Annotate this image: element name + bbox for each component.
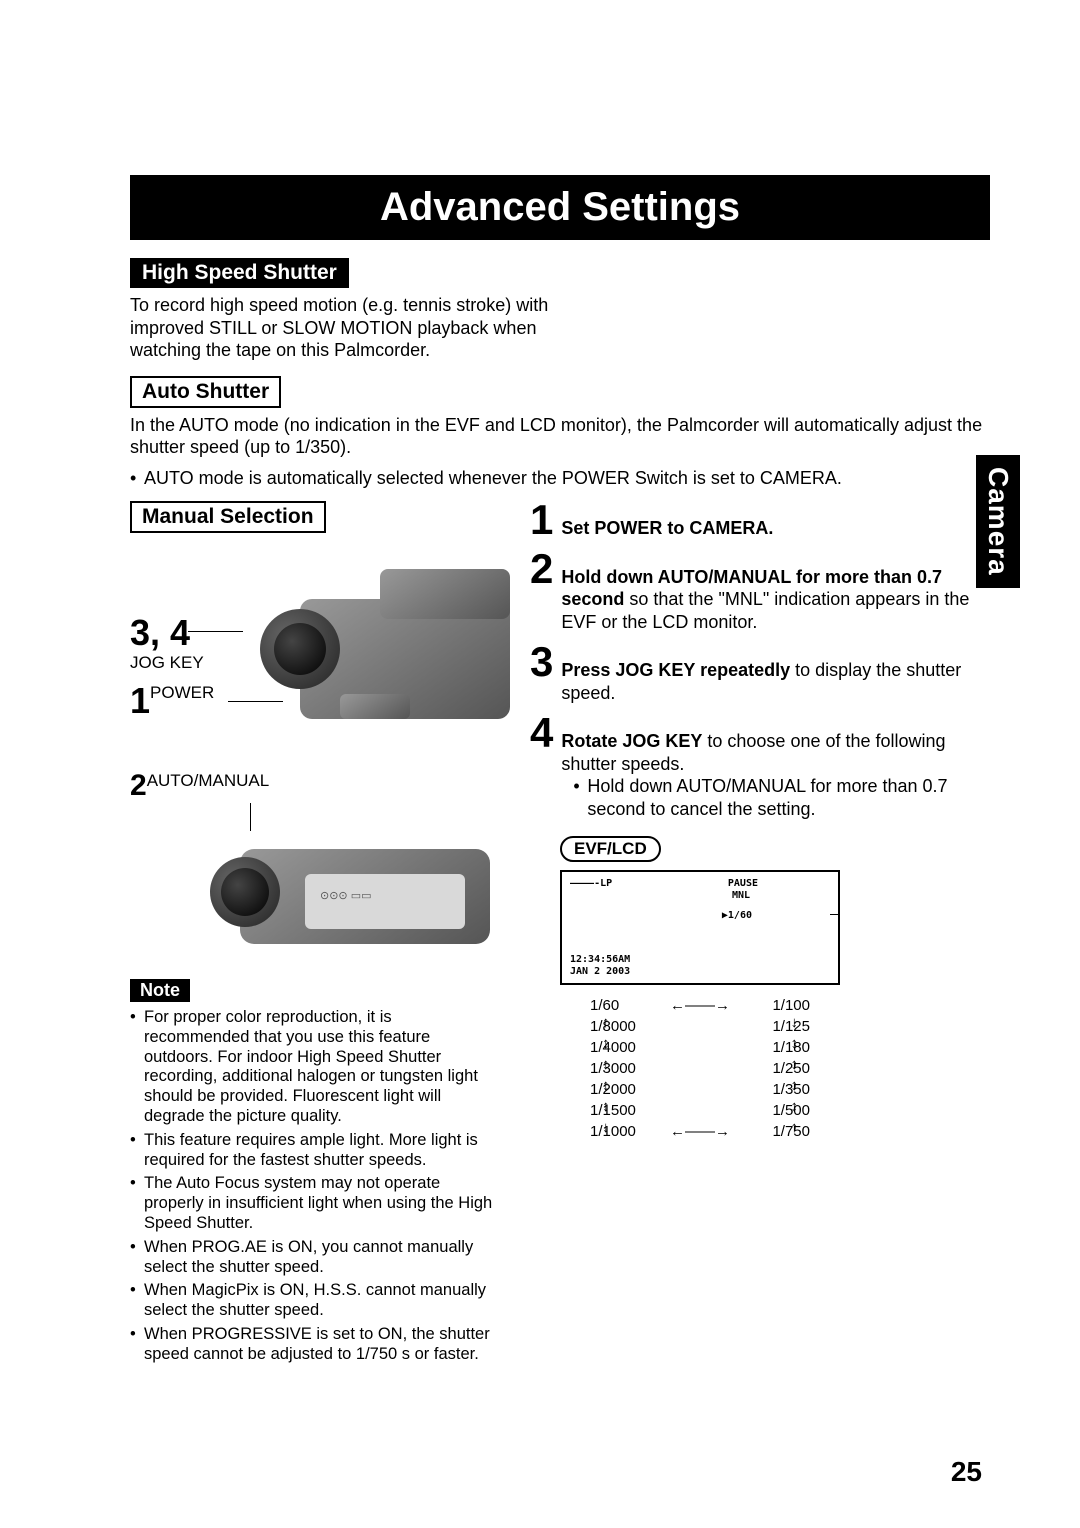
callout-steps-34: 3, 4 xyxy=(130,615,190,651)
note-item: When PROG.AE is ON, you cannot manually … xyxy=(130,1238,500,1278)
note-item: When PROGRESSIVE is set to ON, the shutt… xyxy=(130,1325,500,1365)
evf-lcd-label: EVF/LCD xyxy=(560,836,661,862)
callout-jog-key: JOG KEY xyxy=(130,653,204,673)
step-1: 1 Set POWER to CAMERA. xyxy=(530,501,990,540)
camera-illustration-top xyxy=(260,559,540,739)
manual-selection-heading: Manual Selection xyxy=(130,501,326,533)
auto-shutter-bullet: AUTO mode is automatically selected when… xyxy=(130,467,990,490)
camera-illustration-bottom: ⊙⊙⊙ ▭▭ xyxy=(210,819,510,959)
side-tab-camera: Camera xyxy=(976,455,1020,588)
evf-screen: ––––-LP PAUSE MNL ▶1/60 12:34:56AM JAN 2… xyxy=(560,870,840,985)
page-title: Advanced Settings xyxy=(130,175,990,240)
note-list: For proper color reproduction, it is rec… xyxy=(130,1008,500,1365)
step-4: 4 Rotate JOG KEY to choose one of the fo… xyxy=(530,714,990,820)
note-item: When MagicPix is ON, H.S.S. cannot manua… xyxy=(130,1281,500,1321)
page-number: 25 xyxy=(951,1456,982,1488)
step-2: 2 Hold down AUTO/MANUAL for more than 0.… xyxy=(530,550,990,634)
note-item: For proper color reproduction, it is rec… xyxy=(130,1008,500,1127)
auto-shutter-text: In the AUTO mode (no indication in the E… xyxy=(130,414,990,459)
note-item: This feature requires ample light. More … xyxy=(130,1131,500,1171)
callout-power: 1POWER xyxy=(130,683,214,719)
high-speed-text: To record high speed motion (e.g. tennis… xyxy=(130,294,570,362)
high-speed-heading: High Speed Shutter xyxy=(130,258,349,288)
shutter-speed-diagram: 1/60←——→1/100 ↑1/80001/125↓ ↕1/40001/180… xyxy=(560,995,840,1142)
step-3: 3 Press JOG KEY repeatedly to display th… xyxy=(530,643,990,704)
note-heading: Note xyxy=(130,979,190,1002)
callout-auto-manual: 2AUTO/MANUAL xyxy=(130,771,500,801)
auto-shutter-heading: Auto Shutter xyxy=(130,376,281,408)
note-item: The Auto Focus system may not operate pr… xyxy=(130,1174,500,1233)
